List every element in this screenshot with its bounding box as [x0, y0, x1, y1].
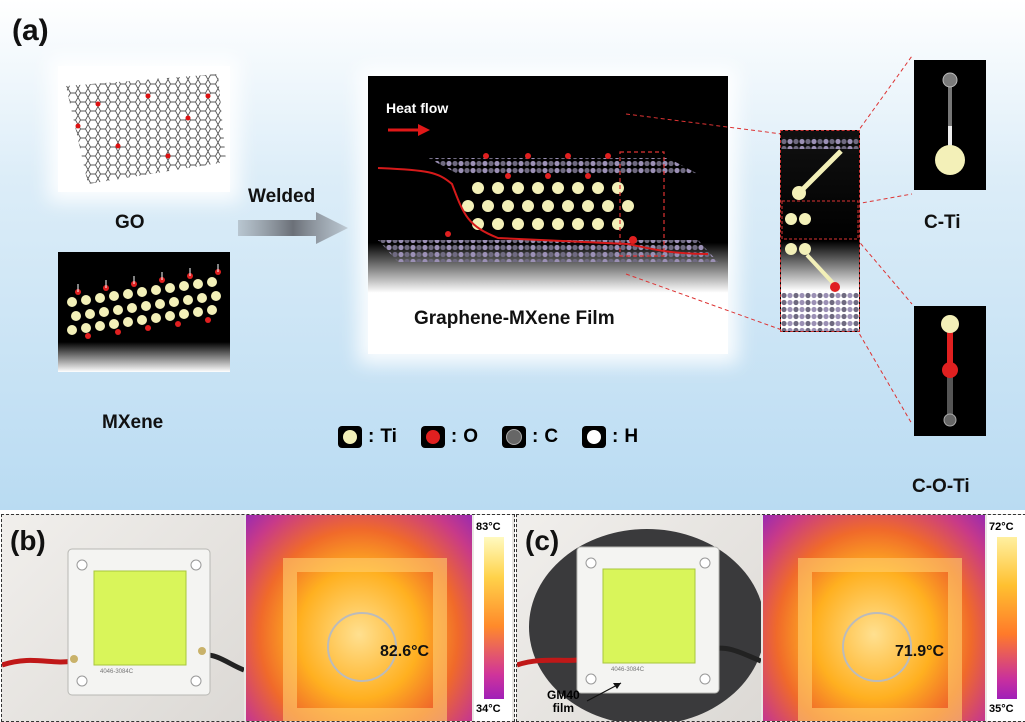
panel-c: 4046-3084C GM40 film 71.9°C 72°C 35°C (c… — [516, 514, 1025, 722]
c-color-scale: 72°C 35°C — [987, 515, 1025, 721]
c-scale-bar — [997, 537, 1017, 699]
panel-b-tag: (b) — [10, 525, 46, 556]
mxene-layer-graphic — [58, 252, 230, 372]
c-scale-min: 35°C — [989, 703, 1014, 715]
c-ti-bond-graphic — [935, 72, 965, 175]
panel-b: 4046-3084C 82.6°C 83°C 34°C (b) — [1, 514, 515, 722]
go-sheet-graphic — [66, 74, 226, 184]
panel-c-photo: 4046-3084C GM40 film — [516, 515, 765, 722]
gm40-label-line1: GM40 — [547, 688, 580, 702]
zoom-inset-graphic — [781, 131, 859, 331]
h-swatch-icon — [582, 426, 607, 448]
mxene-label: MXene — [102, 412, 164, 433]
c-o-ti-bond-image — [914, 306, 986, 436]
c-swatch-icon — [501, 426, 526, 448]
welded-label: Welded — [248, 186, 316, 207]
legend-o-label: O — [463, 426, 478, 447]
go-image — [58, 66, 230, 192]
panel-a-tag: (a) — [12, 14, 49, 47]
chip-code: 4046-3084C — [100, 669, 134, 675]
legend-ti-label: Ti — [380, 426, 397, 447]
heat-flow-label: Heat flow — [386, 100, 449, 116]
c-ti-label: C-Ti — [924, 212, 961, 233]
c-temp-reading: 71.9°C — [895, 643, 945, 660]
c-o-ti-label: C-O-Ti — [912, 476, 970, 497]
legend-sep: : — [612, 426, 619, 447]
thermal-overlay-graphic — [283, 558, 447, 722]
welded-arrow-icon — [238, 212, 348, 244]
film-structure-graphic — [368, 76, 728, 354]
legend-sep: : — [450, 426, 458, 447]
c-o-ti-bond-graphic — [941, 315, 959, 427]
legend-h-label: H — [624, 426, 639, 447]
chip-code: 4046-3084C — [611, 667, 645, 673]
atom-legend: : Ti : O : C : H — [338, 426, 638, 448]
c-ti-bond-image — [914, 60, 986, 190]
gm40-film-label: GM40 film — [547, 689, 580, 715]
gm40-label-line2: film — [552, 701, 575, 715]
legend-sep: : — [531, 426, 539, 447]
zoom-connector-lines — [625, 56, 913, 425]
panel-b-photo: 4046-3084C — [1, 515, 245, 721]
c-scale-max: 72°C — [989, 521, 1014, 533]
b-scale-bar — [484, 537, 504, 699]
led-chip-film-photo-graphic — [516, 529, 765, 722]
b-scale-min: 34°C — [476, 703, 501, 715]
b-temp-reading: 82.6°C — [380, 643, 430, 660]
zoom-inset — [780, 130, 860, 332]
panel-c-thermal-image: 71.9°C — [763, 515, 985, 722]
b-color-scale: 83°C 34°C — [474, 515, 512, 721]
go-label: GO — [115, 212, 145, 233]
legend-c-label: C — [544, 426, 559, 447]
legend-sep: : — [368, 426, 375, 447]
thermal-overlay-graphic — [798, 558, 962, 722]
ti-swatch-icon — [338, 426, 362, 448]
film-label: Graphene-MXene Film — [414, 308, 615, 329]
o-swatch-icon — [420, 426, 445, 448]
panel-c-tag: (c) — [525, 525, 560, 556]
mxene-image — [58, 252, 230, 372]
film-image — [368, 76, 728, 354]
panel-b-thermal-image: 82.6°C — [246, 515, 472, 722]
led-chip-photo-graphic — [1, 548, 245, 696]
b-scale-max: 83°C — [476, 521, 501, 533]
